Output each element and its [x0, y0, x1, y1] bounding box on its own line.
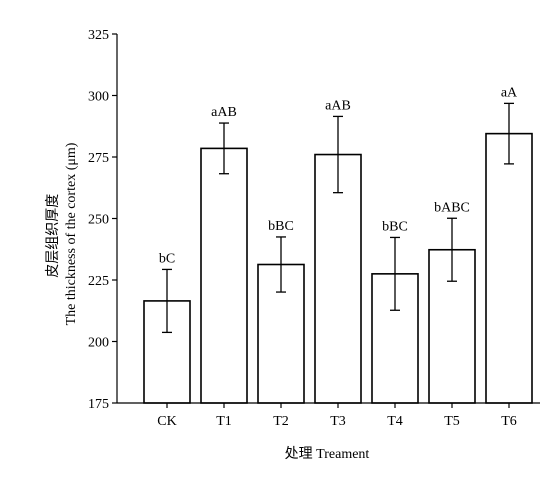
- x-tick-label: T3: [330, 414, 346, 429]
- bars-layer: bC aAB bBC aAB bBC bABC aA: [143, 85, 533, 404]
- axes-layer: 175 200 225 250 275 300 325 CK T1 T2 T3 T4 T5 T6: [88, 28, 540, 429]
- y-axis-label: 皮层组织厚度 The thickness of the cortex (μm): [45, 142, 79, 325]
- significance-label: bBC: [382, 219, 408, 234]
- significance-label: aAB: [211, 105, 237, 120]
- x-tick-label: CK: [157, 414, 176, 429]
- y-tick-label: 225: [88, 274, 109, 289]
- bar: [485, 132, 533, 404]
- significance-label: aAB: [325, 98, 351, 113]
- x-tick-label: T5: [444, 414, 460, 429]
- y-tick-label: 250: [88, 213, 109, 228]
- y-tick-label: 300: [88, 90, 109, 105]
- y-axis-label-en: The thickness of the cortex (μm): [64, 142, 79, 325]
- y-axis-label-cn: 皮层组织厚度: [45, 194, 61, 278]
- significance-label: bABC: [434, 200, 470, 215]
- y-tick-label: 175: [88, 397, 109, 412]
- x-axis-label: 处理 Treament: [285, 446, 370, 462]
- x-tick-label: T1: [216, 414, 232, 429]
- significance-label: aA: [501, 85, 518, 100]
- significance-label: bBC: [268, 219, 294, 234]
- y-tick-label: 200: [88, 336, 109, 351]
- significance-label: bC: [159, 251, 175, 266]
- x-tick-label: T4: [387, 414, 403, 429]
- y-tick-label: 325: [88, 28, 109, 43]
- bar: [200, 147, 248, 404]
- y-tick-label: 275: [88, 151, 109, 166]
- x-tick-label: T2: [273, 414, 289, 429]
- x-tick-label: T6: [501, 414, 517, 429]
